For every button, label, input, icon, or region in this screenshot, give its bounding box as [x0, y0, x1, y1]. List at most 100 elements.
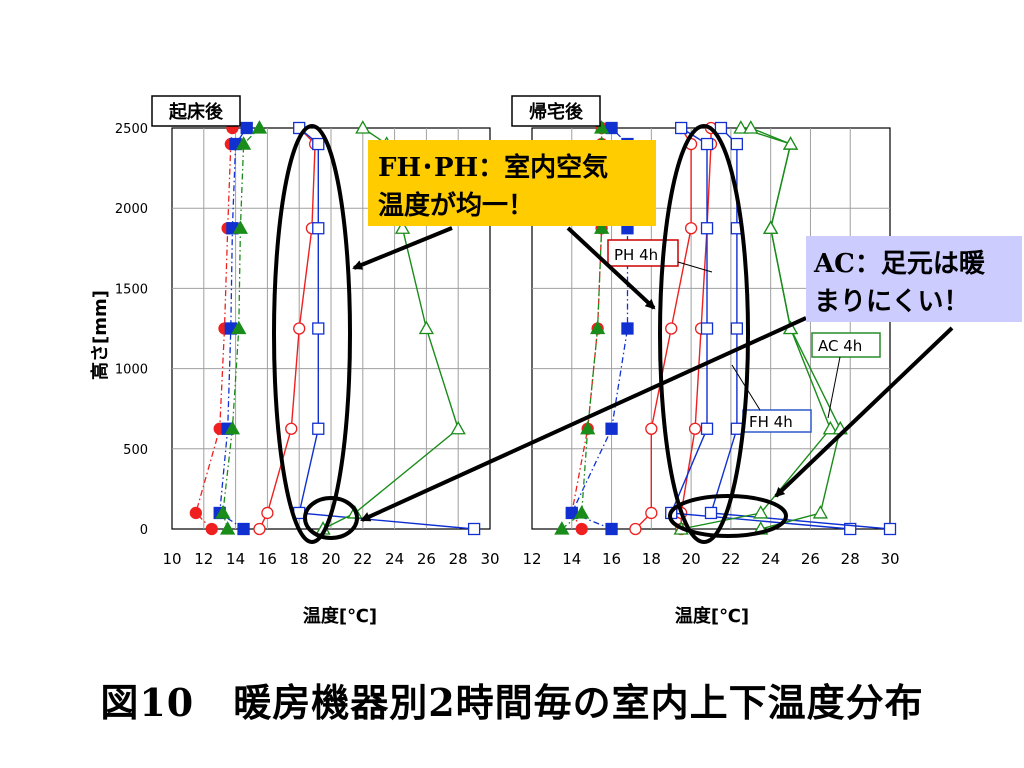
- data-point: [394, 220, 411, 234]
- x-tick-label: 30: [480, 550, 499, 568]
- data-point: [220, 521, 236, 535]
- arrow-fh-ph-right: [566, 226, 656, 310]
- data-point: [235, 136, 252, 150]
- panel-title-left: 起床後: [168, 101, 224, 123]
- data-point: [590, 320, 606, 335]
- label-ac-4h: AC 4h: [811, 332, 881, 419]
- arrow-ac-right: [774, 326, 954, 498]
- data-point: [675, 121, 688, 135]
- note-fh-ph-box: [368, 140, 656, 226]
- x-tick-label: 26: [801, 550, 820, 568]
- data-point: [753, 505, 769, 519]
- panel-title-right: 帰宅後: [529, 101, 584, 123]
- x-tick-label: 26: [417, 550, 436, 568]
- data-point: [593, 120, 610, 134]
- series-fh-4h-left: [293, 121, 481, 536]
- data-point: [312, 322, 325, 335]
- data-point: [418, 320, 435, 335]
- data-point: [743, 120, 759, 134]
- data-point: [700, 422, 714, 435]
- label-fh-4h-text: FH 4h: [749, 413, 793, 431]
- data-point: [844, 522, 857, 536]
- data-point: [883, 522, 897, 536]
- data-point: [688, 422, 702, 435]
- data-point: [554, 521, 570, 535]
- data-point: [565, 506, 578, 520]
- label-ph-4h: PH 4h: [607, 239, 713, 273]
- data-point: [467, 522, 481, 536]
- x-tick-label: 12: [522, 550, 541, 568]
- x-tick-label: 30: [880, 550, 899, 568]
- x-tick-label: 14: [562, 550, 581, 568]
- highlight-ellipse-right-profile: [658, 124, 750, 544]
- data-point: [645, 422, 658, 435]
- x-tick-label: 28: [841, 550, 860, 568]
- note-ac-line-2: まりにくい！: [814, 287, 969, 317]
- data-point: [285, 422, 298, 435]
- x-axis-label-left: 温度[℃]: [303, 605, 377, 627]
- x-tick-label: 22: [353, 550, 372, 568]
- series-fh-4h-right: [704, 121, 897, 536]
- data-point: [812, 505, 829, 519]
- x-tick-label: 10: [162, 550, 181, 568]
- y-tick-label: 1500: [115, 282, 148, 297]
- x-tick-label: 24: [385, 550, 404, 568]
- label-ph-4h-text: PH 4h: [614, 246, 658, 264]
- data-point: [261, 506, 274, 520]
- data-point: [763, 220, 779, 234]
- data-point: [645, 506, 658, 520]
- label-ac-4h-text: AC 4h: [818, 337, 862, 355]
- data-point: [593, 220, 610, 234]
- x-tick-label: 14: [226, 550, 245, 568]
- data-point: [580, 420, 596, 435]
- y-tick-label: 2000: [115, 202, 148, 217]
- x-tick-label: 18: [642, 550, 661, 568]
- data-point: [700, 222, 714, 235]
- data-point: [231, 320, 247, 335]
- x-tick-label: 12: [194, 550, 213, 568]
- data-point: [189, 506, 203, 520]
- highlight-ellipse-left-profile: [272, 124, 352, 544]
- note-fh-ph-line-1: FH･PH：室内空気: [378, 152, 608, 183]
- highlight-ellipse-right-floor: [668, 494, 788, 538]
- x-tick-label: 20: [321, 550, 340, 568]
- data-point: [355, 120, 371, 134]
- y-tick-label: 1000: [115, 363, 148, 378]
- chart-series-layer: [189, 120, 897, 536]
- data-point: [730, 422, 744, 435]
- data-point: [665, 322, 678, 335]
- data-point: [605, 121, 618, 135]
- note-fh-ph-line-2: 温度が均一！: [378, 190, 534, 221]
- y-tick-label: 2500: [115, 122, 148, 137]
- data-point: [312, 137, 325, 151]
- y-tick-label: 500: [123, 443, 148, 458]
- panel-title-box-left: [151, 95, 241, 127]
- x-tick-label: 16: [602, 550, 621, 568]
- note-ac-line-1: AC：足元は暖: [813, 249, 986, 279]
- data-point: [293, 322, 306, 335]
- highlight-ellipse-left-floor: [303, 496, 359, 540]
- data-point: [251, 120, 268, 134]
- y-tick-label: 0: [140, 523, 148, 538]
- data-point: [733, 120, 749, 134]
- data-point: [714, 121, 728, 135]
- data-point: [450, 420, 466, 435]
- data-point: [704, 506, 718, 520]
- data-point: [822, 420, 838, 435]
- x-tick-label: 22: [721, 550, 740, 568]
- data-point: [700, 322, 714, 335]
- data-point: [224, 420, 241, 435]
- x-tick-label: 16: [258, 550, 277, 568]
- data-point: [621, 322, 634, 335]
- arrow-ac-left: [360, 316, 807, 522]
- data-point: [730, 322, 744, 335]
- data-point: [205, 522, 218, 536]
- data-point: [605, 422, 618, 435]
- data-point: [240, 121, 253, 135]
- panel-title-box-right: [511, 95, 601, 127]
- data-point: [629, 522, 642, 536]
- data-point: [312, 422, 325, 435]
- label-fh-4h: FH 4h: [731, 364, 812, 433]
- note-ac-box: [806, 236, 1022, 322]
